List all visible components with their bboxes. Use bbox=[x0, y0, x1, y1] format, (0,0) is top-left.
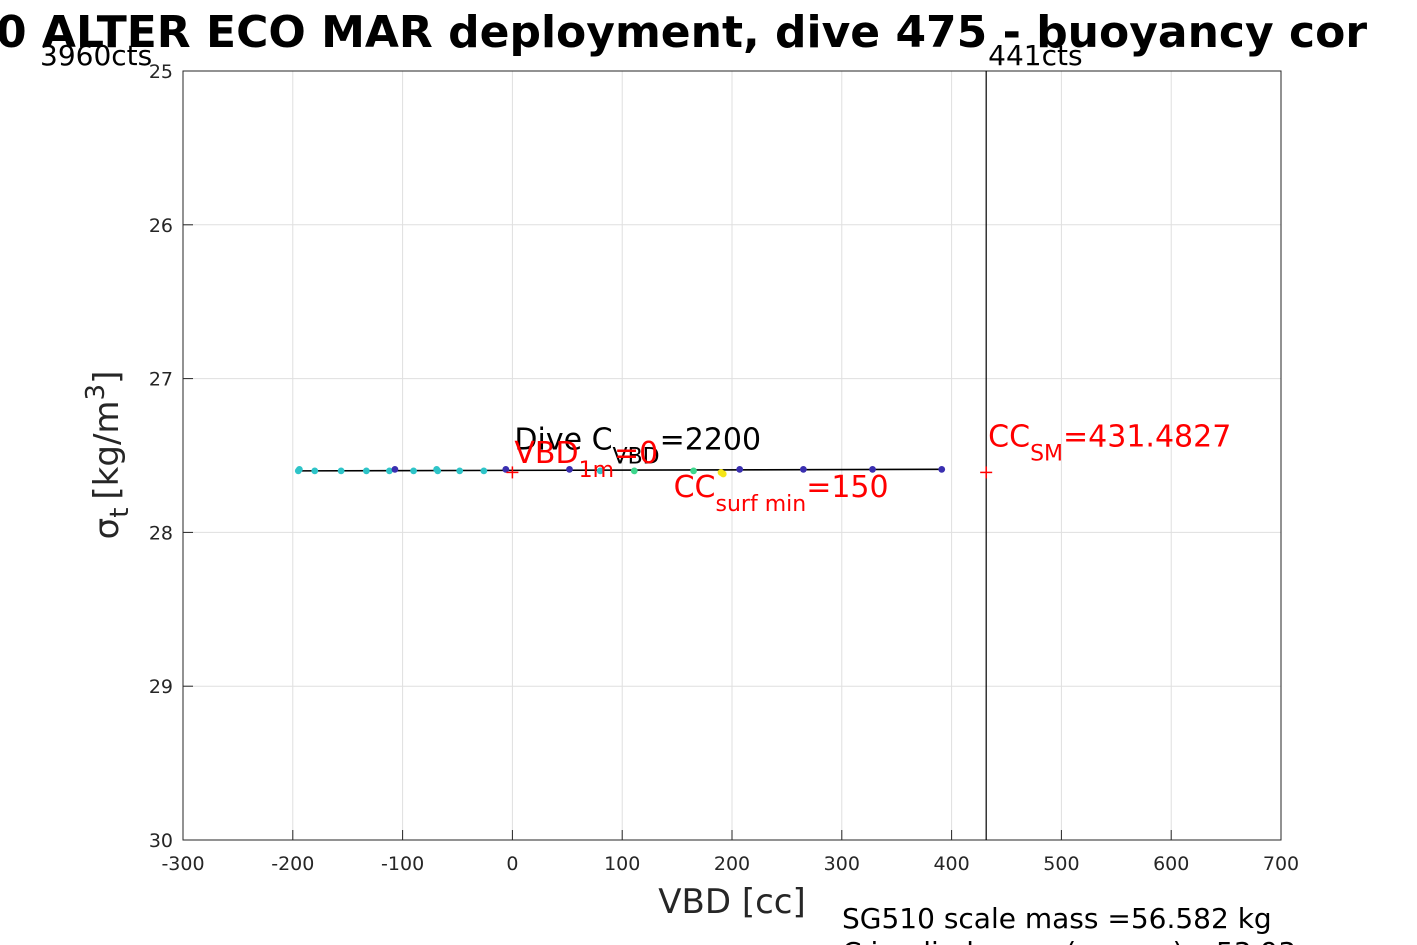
top-right-count-label: 441cts bbox=[988, 39, 1082, 72]
x-tick-label: 300 bbox=[824, 853, 860, 875]
data-point bbox=[736, 465, 744, 473]
scale-mass-text: SG510 scale mass =56.582 kg bbox=[842, 902, 1272, 935]
data-point bbox=[456, 467, 464, 475]
data-point bbox=[566, 465, 573, 473]
axis-ticks: -300 -200 -100 0 100 200 300 400 500 600 700 25 26 27… bbox=[149, 61, 1299, 875]
x-tick-label: 700 bbox=[1263, 853, 1299, 875]
reference-markers bbox=[506, 466, 993, 479]
x-tick-label: 500 bbox=[1043, 853, 1079, 875]
data-point bbox=[480, 467, 488, 475]
x-tick-label: 200 bbox=[714, 853, 750, 875]
plus-marker bbox=[980, 466, 993, 479]
data-point bbox=[502, 465, 510, 473]
data-point bbox=[362, 467, 370, 475]
x-axis-label: VBD [cc] bbox=[658, 882, 806, 922]
x-tick-label: -300 bbox=[161, 853, 204, 875]
plus-marker bbox=[506, 466, 519, 479]
x-tick-label: 400 bbox=[933, 853, 969, 875]
y-tick-label: 28 bbox=[149, 522, 173, 544]
x-tick-label: -100 bbox=[381, 853, 424, 875]
grid-lines bbox=[183, 71, 1281, 840]
x-tick-label: 600 bbox=[1153, 853, 1189, 875]
data-point bbox=[434, 467, 442, 475]
vbd-trend-line bbox=[298, 468, 942, 472]
implied-mass-text: C implied mass (approx) =53.93 bbox=[842, 936, 1296, 945]
data-point bbox=[719, 470, 727, 478]
data-point bbox=[869, 465, 876, 473]
data-point bbox=[799, 465, 807, 473]
data-point bbox=[630, 467, 638, 475]
data-point bbox=[410, 467, 417, 475]
data-point bbox=[311, 467, 319, 475]
top-left-count-label: 3960cts bbox=[40, 39, 152, 72]
y-tick-label: 26 bbox=[149, 215, 173, 237]
y-axis-label: σt[kg/m3] bbox=[81, 371, 135, 540]
annotation-label: CCSM=431.4827 bbox=[988, 419, 1231, 466]
y-tick-label: 29 bbox=[149, 676, 173, 698]
data-point bbox=[690, 467, 697, 475]
chart-title: 0 ALTER ECO MAR deployment, dive 475 - b… bbox=[0, 7, 1367, 58]
annotation-label: VBD1m=0 bbox=[514, 436, 658, 483]
data-point bbox=[938, 465, 946, 473]
y-tick-label: 30 bbox=[149, 830, 173, 852]
x-tick-label: -200 bbox=[271, 853, 314, 875]
data-point bbox=[596, 467, 604, 475]
data-point bbox=[295, 465, 303, 473]
annotation-label: CCsurf min=150 bbox=[674, 470, 889, 517]
annotation-label: Dive CVBD=2200 bbox=[514, 422, 761, 469]
data-points bbox=[294, 465, 946, 478]
y-tick-label: 27 bbox=[149, 369, 173, 391]
data-point bbox=[391, 465, 399, 473]
x-tick-label: 0 bbox=[506, 853, 518, 875]
y-tick-label: 25 bbox=[149, 61, 173, 83]
data-point bbox=[337, 467, 345, 475]
x-tick-label: 100 bbox=[604, 853, 640, 875]
data-point bbox=[386, 467, 393, 475]
